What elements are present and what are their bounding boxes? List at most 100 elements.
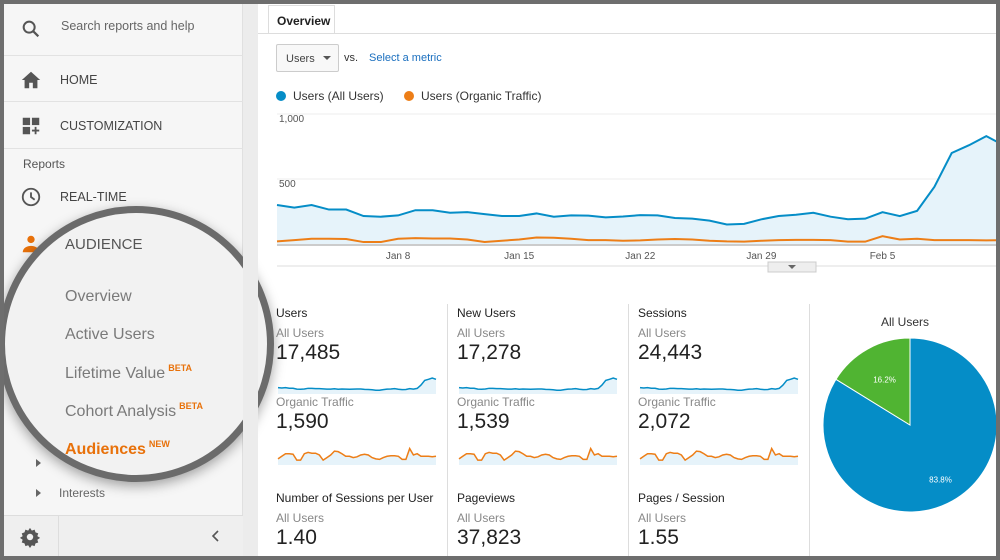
sidebar-footer <box>4 515 243 556</box>
divider <box>809 490 810 556</box>
sparkline-area <box>278 448 436 465</box>
segment-label: All Users <box>638 511 687 525</box>
audience-heading[interactable]: AUDIENCE <box>65 236 143 253</box>
sparkline-line <box>277 446 437 462</box>
x-tick-label: Feb 5 <box>870 251 896 262</box>
sparkline <box>277 377 437 394</box>
sidebar-item-customization[interactable]: CUSTOMIZATION <box>4 102 243 149</box>
card-title: Sessions <box>638 306 687 320</box>
metric-dropdown[interactable]: Users <box>276 44 339 72</box>
gear-icon[interactable] <box>19 526 41 548</box>
legend-label: Users (Organic Traffic) <box>421 89 542 103</box>
legend-label: Users (All Users) <box>293 89 384 103</box>
expand-arrow-icon[interactable] <box>36 459 41 467</box>
select-metric-link[interactable]: Select a metric <box>369 52 442 64</box>
search-input[interactable]: Search reports and help <box>61 19 195 33</box>
sidebar-item-interests[interactable]: Interests <box>59 486 106 500</box>
sparkline-area <box>640 448 798 465</box>
series-area <box>277 136 996 244</box>
sidebar: Search reports and help HOME CUSTOMIZATI… <box>4 4 274 556</box>
segment-label: All Users <box>276 511 325 525</box>
legend-item[interactable]: Users (Organic Traffic) <box>404 89 541 103</box>
metric-value: 1,539 <box>457 410 510 433</box>
caret-down-icon <box>788 265 796 269</box>
sparkline-area <box>459 448 617 465</box>
tab-overview[interactable]: Overview <box>268 5 335 34</box>
sparkline <box>639 446 799 465</box>
metric-value: 1,590 <box>276 410 329 433</box>
sparkline <box>277 446 437 465</box>
metric-card-users[interactable]: Users All Users 17,485 Organic Traffic 1,590 <box>276 306 446 434</box>
sidebar-item-cohort-analysis[interactable]: Cohort Analysis BETA <box>65 401 203 421</box>
all-users-pie-chart: All Users 83.8% 16.2% <box>822 315 996 513</box>
y-tick-label: 1,000 <box>279 114 304 125</box>
card-title: New Users <box>457 306 516 320</box>
metric-card-new-users[interactable]: New Users All Users 17,278 Organic Traffic 1… <box>457 306 627 434</box>
x-tick-label: Jan 22 <box>625 251 655 262</box>
metric-dropdown-value: Users <box>286 53 315 65</box>
metric-card-pageviews[interactable]: Pageviews All Users 37,823 <box>457 491 627 550</box>
sidebar-item-label: REAL-TIME <box>60 190 127 204</box>
item-label: Overview <box>65 288 132 305</box>
divider <box>447 304 448 519</box>
divider <box>258 33 996 34</box>
analytics-window: Search reports and help HOME CUSTOMIZATI… <box>4 4 996 556</box>
legend-dot <box>276 91 286 101</box>
segment-label: All Users <box>276 326 325 340</box>
sparkline <box>458 446 618 465</box>
metric-value: 24,443 <box>638 341 703 364</box>
badge: BETA <box>179 401 204 411</box>
sparkline-area <box>278 378 436 394</box>
divider <box>628 304 629 519</box>
metric-value: 1.55 <box>638 526 679 549</box>
sidebar-item-overview[interactable]: Overview <box>65 288 132 306</box>
expand-arrow-icon[interactable] <box>36 489 41 497</box>
segment-label: Organic Traffic <box>638 395 716 409</box>
metric-value: 17,278 <box>457 341 522 364</box>
sidebar-item-home[interactable]: HOME <box>4 56 243 102</box>
series-line-organic <box>276 235 996 244</box>
segment-label: All Users <box>457 511 506 525</box>
y-tick-label: 500 <box>279 179 296 190</box>
card-title: Pageviews <box>457 491 516 505</box>
sparkline-area <box>640 378 798 394</box>
sparkline-line <box>639 377 799 392</box>
sidebar-item-realtime[interactable]: REAL-TIME <box>4 182 243 214</box>
caret-down-icon <box>322 56 331 60</box>
metric-value: 37,823 <box>457 526 522 549</box>
sidebar-item-active-users[interactable]: Active Users <box>65 326 155 344</box>
sparkline-area <box>459 378 617 394</box>
divider <box>628 490 629 556</box>
sidebar-item-lifetime-value[interactable]: Lifetime Value BETA <box>65 363 192 383</box>
divider <box>447 490 448 556</box>
segment-label: Organic Traffic <box>457 395 535 409</box>
metric-card-sessions[interactable]: Sessions All Users 24,443 Organic Traffic 2,… <box>638 306 808 434</box>
metric-value: 2,072 <box>638 410 691 433</box>
metric-value: 1.40 <box>276 526 317 549</box>
segment-label: Organic Traffic <box>276 395 354 409</box>
collapse-chevron-icon[interactable] <box>209 529 223 543</box>
pie-slice-label: 16.2% <box>873 375 896 384</box>
metric-card-number-of-sessions-per-user[interactable]: Number of Sessions per User All Users 1.40 <box>276 491 446 550</box>
legend-item[interactable]: Users (All Users) <box>276 89 384 103</box>
vs-label: vs. <box>344 52 359 64</box>
series-line-all-users <box>276 134 996 226</box>
divider <box>809 304 810 519</box>
sidebar-item-audiences[interactable]: Audiences NEW <box>65 439 170 459</box>
segment-label: All Users <box>638 326 687 340</box>
clock-icon <box>21 187 41 207</box>
card-title: Pages / Session <box>638 491 725 505</box>
item-label: Lifetime Value <box>65 365 166 382</box>
sparkline-line <box>458 377 618 392</box>
divider <box>58 516 59 556</box>
x-tick-label: Jan 29 <box>746 251 776 262</box>
metric-card-pages-session[interactable]: Pages / Session All Users 1.55 <box>638 491 808 550</box>
badge: NEW <box>148 439 170 449</box>
pie-slice[interactable] <box>835 337 911 426</box>
pie-slice-label: 83.8% <box>929 476 952 485</box>
x-tick-label: Jan 8 <box>386 251 411 262</box>
search-bar[interactable]: Search reports and help <box>4 4 243 56</box>
search-icon <box>22 20 40 38</box>
sparkline <box>458 377 618 394</box>
reports-heading: Reports <box>23 157 66 171</box>
